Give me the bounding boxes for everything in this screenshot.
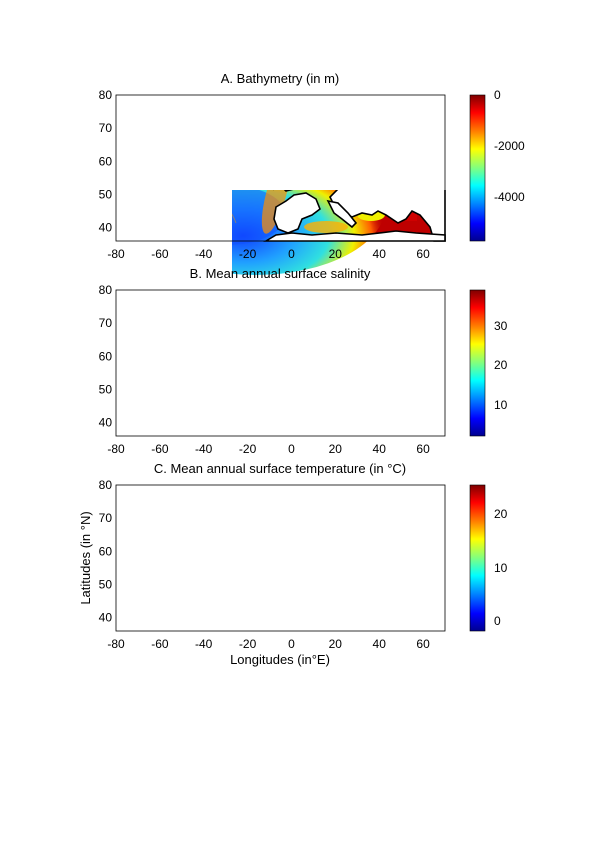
colorbar-tick: 10	[494, 561, 508, 575]
y-tick-label: 50	[99, 383, 113, 397]
plot-frame	[115, 94, 446, 242]
colorbar-tick: 10	[494, 398, 508, 412]
colorbar-tick: 20	[494, 358, 508, 372]
x-tick-label: -80	[107, 637, 125, 651]
axis-ticks: -80 -60 -40 -20 0 20 40 60 80 70 60 50 40 -80 -60 -40 -2…	[99, 88, 430, 651]
plot-frame	[115, 289, 446, 437]
x-tick-label: 20	[329, 247, 343, 261]
y-tick-label: 80	[99, 478, 113, 492]
x-tick-label: -60	[151, 247, 169, 261]
x-tick-label: -20	[239, 247, 257, 261]
y-tick-label: 70	[99, 511, 113, 525]
map-field	[232, 190, 446, 275]
x-tick-label: 20	[329, 442, 343, 456]
colorbar-tick: 0	[494, 88, 501, 102]
plot-frame	[115, 484, 446, 632]
panel-title: B. Mean annual surface salinity	[190, 266, 371, 281]
y-tick-label: 40	[99, 416, 113, 430]
y-tick-label: 40	[99, 221, 113, 235]
x-tick-label: 0	[288, 637, 295, 651]
x-tick-label: 0	[288, 247, 295, 261]
x-tick-label: 40	[373, 637, 387, 651]
y-tick-label: 50	[99, 188, 113, 202]
x-tick-label: -80	[107, 442, 125, 456]
x-tick-label: -80	[107, 247, 125, 261]
y-axis-label: Latitudes (in °N)	[78, 511, 93, 604]
x-tick-label: 40	[373, 442, 387, 456]
y-tick-label: 70	[99, 121, 113, 135]
x-tick-label: 60	[416, 247, 430, 261]
colorbar	[469, 94, 486, 242]
x-tick-label: 40	[373, 247, 387, 261]
x-tick-label: -20	[239, 442, 257, 456]
y-tick-label: 80	[99, 88, 113, 102]
x-tick-label: -40	[195, 247, 213, 261]
panel-title: C. Mean annual surface temperature (in °…	[154, 461, 406, 476]
panel-bathymetry: A. Bathymetry (in m) 0 -2000 -4000	[115, 71, 525, 275]
y-tick-label: 40	[99, 611, 113, 625]
y-tick-label: 60	[99, 544, 113, 558]
map-field	[116, 485, 445, 631]
y-tick-label: 70	[99, 316, 113, 330]
colorbar	[469, 484, 486, 632]
panel-salinity: B. Mean annual surface salinity 30 20 10	[106, 266, 508, 440]
y-tick-label: 60	[99, 154, 113, 168]
y-tick-label: 80	[99, 283, 113, 297]
panel-temperature: C. Mean annual surface temperature (in °…	[115, 461, 508, 632]
colorbar-tick: -4000	[494, 190, 525, 204]
y-tick-label: 60	[99, 349, 113, 363]
y-tick-label: 50	[99, 578, 113, 592]
map-field	[106, 290, 445, 440]
x-tick-label: 60	[416, 637, 430, 651]
x-tick-label: 0	[288, 442, 295, 456]
colorbar-tick: 20	[494, 507, 508, 521]
x-tick-label: -40	[195, 442, 213, 456]
colorbar-tick: 0	[494, 614, 501, 628]
x-tick-label: 60	[416, 442, 430, 456]
x-tick-label: -40	[195, 637, 213, 651]
x-tick-label: -20	[239, 637, 257, 651]
x-axis-label: Longitudes (in°E)	[230, 652, 330, 667]
x-tick-label: -60	[151, 637, 169, 651]
colorbar	[469, 289, 486, 437]
colorbar-tick: 30	[494, 319, 508, 333]
x-tick-label: -60	[151, 442, 169, 456]
colorbar-tick: -2000	[494, 139, 525, 153]
x-tick-label: 20	[329, 637, 343, 651]
panel-title: A. Bathymetry (in m)	[221, 71, 339, 86]
